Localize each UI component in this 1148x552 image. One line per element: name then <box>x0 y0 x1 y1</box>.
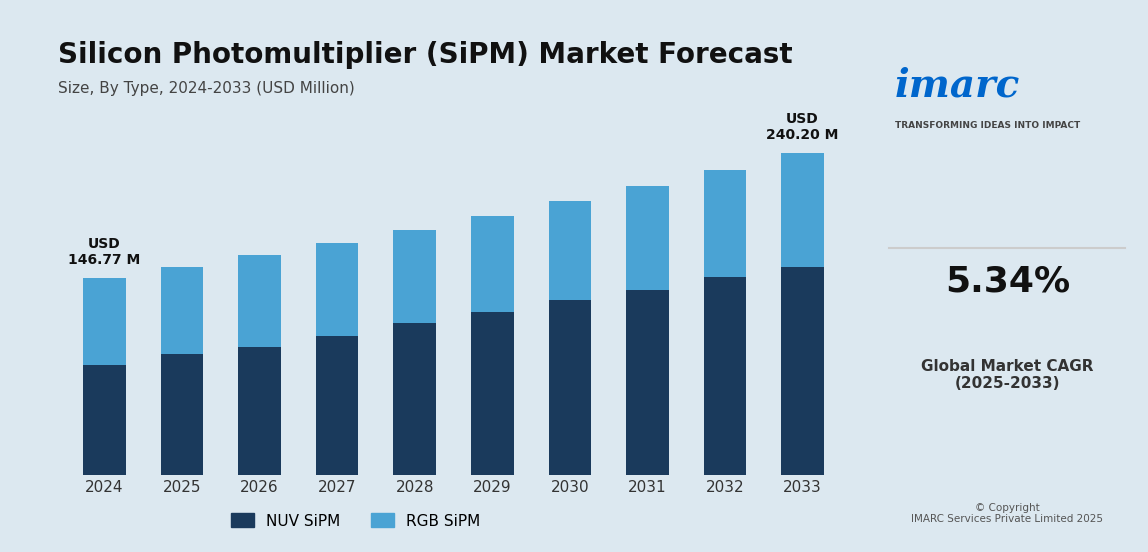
Bar <box>316 336 358 475</box>
Bar <box>704 170 746 277</box>
Text: © Copyright
IMARC Services Private Limited 2025: © Copyright IMARC Services Private Limit… <box>912 503 1103 524</box>
Legend: NUV SiPM, RGB SiPM: NUV SiPM, RGB SiPM <box>225 507 487 535</box>
Bar <box>83 278 125 364</box>
Text: Size, By Type, 2024-2033 (USD Million): Size, By Type, 2024-2033 (USD Million) <box>57 81 355 95</box>
Bar <box>471 216 513 312</box>
Text: 5.34%: 5.34% <box>945 265 1070 299</box>
Bar <box>782 267 824 475</box>
Bar <box>238 255 281 347</box>
Bar <box>83 364 125 475</box>
Bar <box>471 312 513 475</box>
Bar <box>549 201 591 300</box>
Text: imarc: imarc <box>895 66 1021 104</box>
Bar <box>394 230 436 323</box>
Bar <box>238 347 281 475</box>
Bar <box>549 300 591 475</box>
Bar <box>626 290 669 475</box>
Bar <box>704 277 746 475</box>
Text: Global Market CAGR
(2025-2033): Global Market CAGR (2025-2033) <box>921 359 1094 391</box>
Bar <box>161 267 203 354</box>
Bar <box>161 354 203 475</box>
Text: TRANSFORMING IDEAS INTO IMPACT: TRANSFORMING IDEAS INTO IMPACT <box>895 121 1080 130</box>
Bar <box>626 186 669 290</box>
Bar <box>316 243 358 336</box>
Text: USD
146.77 M: USD 146.77 M <box>68 237 140 267</box>
Text: Silicon Photomultiplier (SiPM) Market Forecast: Silicon Photomultiplier (SiPM) Market Fo… <box>57 41 792 70</box>
Bar <box>782 153 824 267</box>
Text: USD
240.20 M: USD 240.20 M <box>767 112 839 142</box>
Bar <box>394 323 436 475</box>
